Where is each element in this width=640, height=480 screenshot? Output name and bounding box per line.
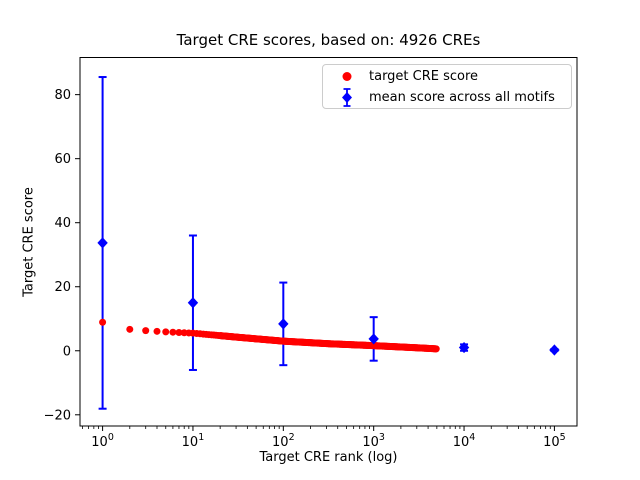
x-tick-label: 101 — [182, 432, 205, 450]
x-tick-label: 104 — [453, 432, 476, 450]
legend-item-label: mean score across all motifs — [369, 89, 555, 105]
x-axis-label: Target CRE rank (log) — [259, 450, 398, 465]
y-tick-label: −20 — [44, 408, 71, 423]
mean-score-diamond — [549, 344, 560, 356]
y-tick-label: 0 — [63, 344, 71, 359]
red-circle-icon — [342, 71, 352, 81]
target-score-dot — [142, 327, 150, 335]
x-tick-exponent: 1 — [198, 432, 204, 443]
legend: target CRE score mean score across all m… — [322, 64, 572, 109]
x-tick-label: 103 — [362, 432, 385, 450]
mean-score-diamond — [97, 237, 108, 249]
x-tick-label: 102 — [272, 432, 295, 450]
mean-score-diamond — [278, 318, 289, 330]
x-tick-exponent: 0 — [108, 432, 114, 443]
target-score-dot — [432, 345, 440, 353]
mean-score-diamond — [458, 341, 470, 354]
target-score-dot — [169, 328, 177, 336]
x-tick-label: 105 — [543, 432, 566, 450]
x-tick-exponent: 2 — [289, 432, 295, 443]
mean-score-diamond — [368, 333, 379, 345]
blue-diamond-errorbar-icon — [342, 87, 352, 107]
legend-item-label: target CRE score — [369, 68, 479, 84]
plot-border — [79, 57, 578, 427]
target-score-dot — [162, 328, 170, 336]
target-score-dot — [126, 325, 134, 333]
x-tick-exponent: 4 — [469, 432, 475, 443]
chart-title: Target CRE scores, based on: 4926 CREs — [176, 31, 481, 49]
mean-score-diamond — [187, 297, 199, 309]
target-score-dot — [175, 328, 183, 336]
x-tick-label: 100 — [91, 432, 114, 450]
x-tick-exponent: 5 — [560, 432, 566, 443]
y-axis-label: Target CRE score — [21, 187, 37, 297]
legend-item-target-score: target CRE score — [333, 66, 571, 87]
legend-item-mean-score: mean score across all motifs — [333, 87, 571, 108]
y-tick-label: 40 — [54, 216, 71, 231]
y-tick-label: 20 — [54, 280, 71, 295]
target-score-dot — [99, 318, 107, 326]
y-tick-label: 60 — [54, 152, 71, 167]
target-score-dot — [153, 327, 161, 335]
x-tick-exponent: 3 — [379, 432, 385, 443]
y-tick-label: 80 — [54, 88, 71, 103]
